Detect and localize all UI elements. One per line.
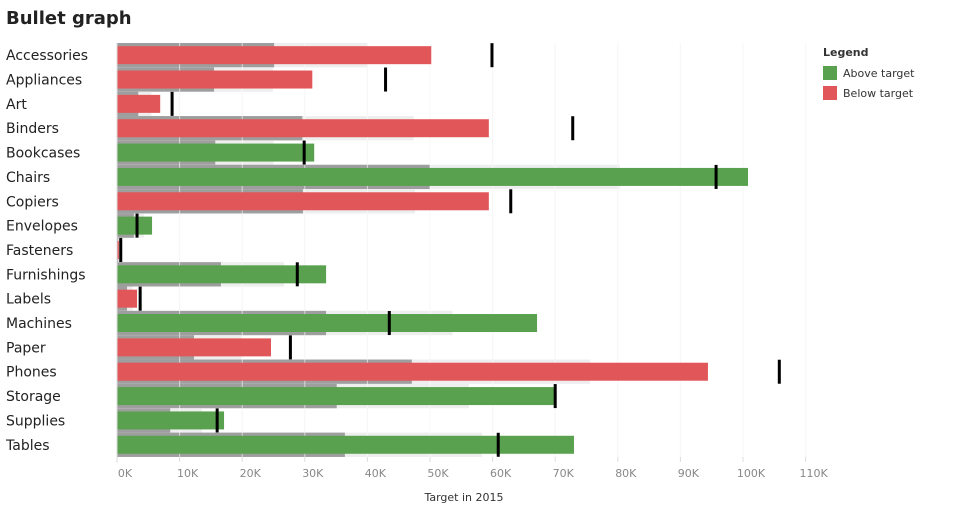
- x-tick-label: 80K: [615, 467, 637, 480]
- category-label: Machines: [6, 316, 72, 332]
- sales-bar-storage: [117, 387, 556, 406]
- x-tick-label: 0K: [118, 467, 133, 480]
- sales-bar-bookcases: [117, 143, 315, 162]
- legend-swatch-below: [823, 86, 837, 100]
- category-label: Furnishings: [6, 267, 86, 283]
- category-label: Fasteners: [6, 243, 73, 259]
- category-label: Supplies: [6, 413, 65, 429]
- target-line-supplies: [215, 408, 219, 433]
- sales-bar-appliances: [117, 70, 313, 89]
- category-label: Tables: [5, 438, 50, 454]
- category-label: Accessories: [6, 48, 88, 64]
- category-label: Art: [6, 97, 27, 113]
- sales-bar-phones: [117, 362, 708, 381]
- category-label: Labels: [6, 292, 51, 308]
- sales-bar-art: [117, 94, 161, 113]
- sales-bar-envelopes: [117, 216, 153, 235]
- sales-bar-chairs: [117, 167, 749, 186]
- legend-title: Legend: [823, 46, 869, 59]
- legend-item-below[interactable]: Below target: [823, 83, 914, 103]
- x-tick-label: 100K: [737, 467, 766, 480]
- target-line-accessories: [490, 43, 494, 68]
- sales-bar-accessories: [117, 46, 432, 65]
- target-line-copiers: [509, 189, 513, 214]
- target-line-phones: [777, 359, 781, 384]
- sales-bar-labels: [117, 289, 138, 308]
- target-line-appliances: [384, 67, 388, 92]
- legend: Legend Above target Below target: [823, 46, 914, 103]
- sales-bar-tables: [117, 435, 574, 454]
- target-line-art: [170, 91, 174, 116]
- x-tick-label: 90K: [678, 467, 700, 480]
- target-line-binders: [571, 116, 575, 141]
- x-tick-label: 60K: [490, 467, 512, 480]
- x-tick-label: 50K: [427, 467, 449, 480]
- sales-bar-copiers: [117, 192, 489, 211]
- x-axis-label: Target in 2015: [423, 491, 503, 504]
- x-tick-label: 70K: [553, 467, 575, 480]
- target-line-envelopes: [135, 213, 139, 238]
- category-label: Storage: [6, 389, 61, 405]
- category-label: Phones: [6, 365, 57, 381]
- sales-bar-furnishings: [117, 265, 327, 284]
- category-label: Chairs: [6, 170, 50, 186]
- category-label: Bookcases: [6, 146, 80, 162]
- target-line-bookcases: [302, 140, 306, 165]
- sales-bar-binders: [117, 119, 489, 138]
- sales-bar-fasteners: [117, 240, 119, 259]
- target-line-tables: [496, 432, 500, 457]
- sales-bar-paper: [117, 338, 271, 357]
- target-line-paper: [288, 335, 292, 360]
- x-tick-label: 10K: [177, 467, 199, 480]
- target-line-fasteners: [119, 237, 123, 262]
- target-line-labels: [138, 286, 142, 311]
- target-line-chairs: [714, 164, 718, 189]
- category-label: Binders: [6, 121, 59, 137]
- legend-label-above: Above target: [843, 66, 915, 80]
- x-tick-label: 20K: [240, 467, 262, 480]
- legend-label-below: Below target: [843, 86, 914, 100]
- category-label: Paper: [6, 340, 46, 356]
- category-label: Appliances: [6, 73, 82, 89]
- target-line-machines: [387, 311, 391, 336]
- x-tick-label: 40K: [365, 467, 387, 480]
- category-label: Copiers: [6, 194, 59, 210]
- x-tick-label: 110K: [799, 467, 828, 480]
- sales-bar-supplies: [117, 411, 225, 430]
- chart-title: Bullet graph: [6, 8, 132, 29]
- x-tick-label: 30K: [302, 467, 324, 480]
- target-line-furnishings: [295, 262, 299, 287]
- category-label: Envelopes: [6, 219, 78, 235]
- legend-item-above[interactable]: Above target: [823, 63, 914, 83]
- legend-swatch-above: [823, 66, 837, 80]
- sales-bar-machines: [117, 314, 538, 333]
- target-line-storage: [553, 384, 557, 409]
